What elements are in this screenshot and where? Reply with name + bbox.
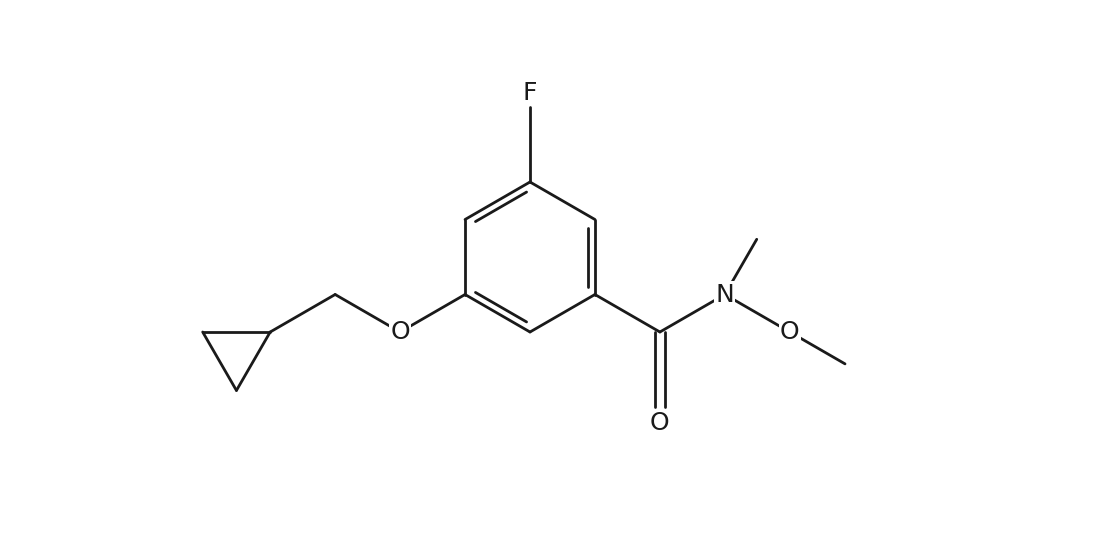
- Text: O: O: [780, 320, 800, 344]
- Text: F: F: [523, 81, 538, 105]
- Text: N: N: [716, 283, 735, 306]
- Text: O: O: [650, 411, 670, 435]
- Text: O: O: [390, 320, 410, 344]
